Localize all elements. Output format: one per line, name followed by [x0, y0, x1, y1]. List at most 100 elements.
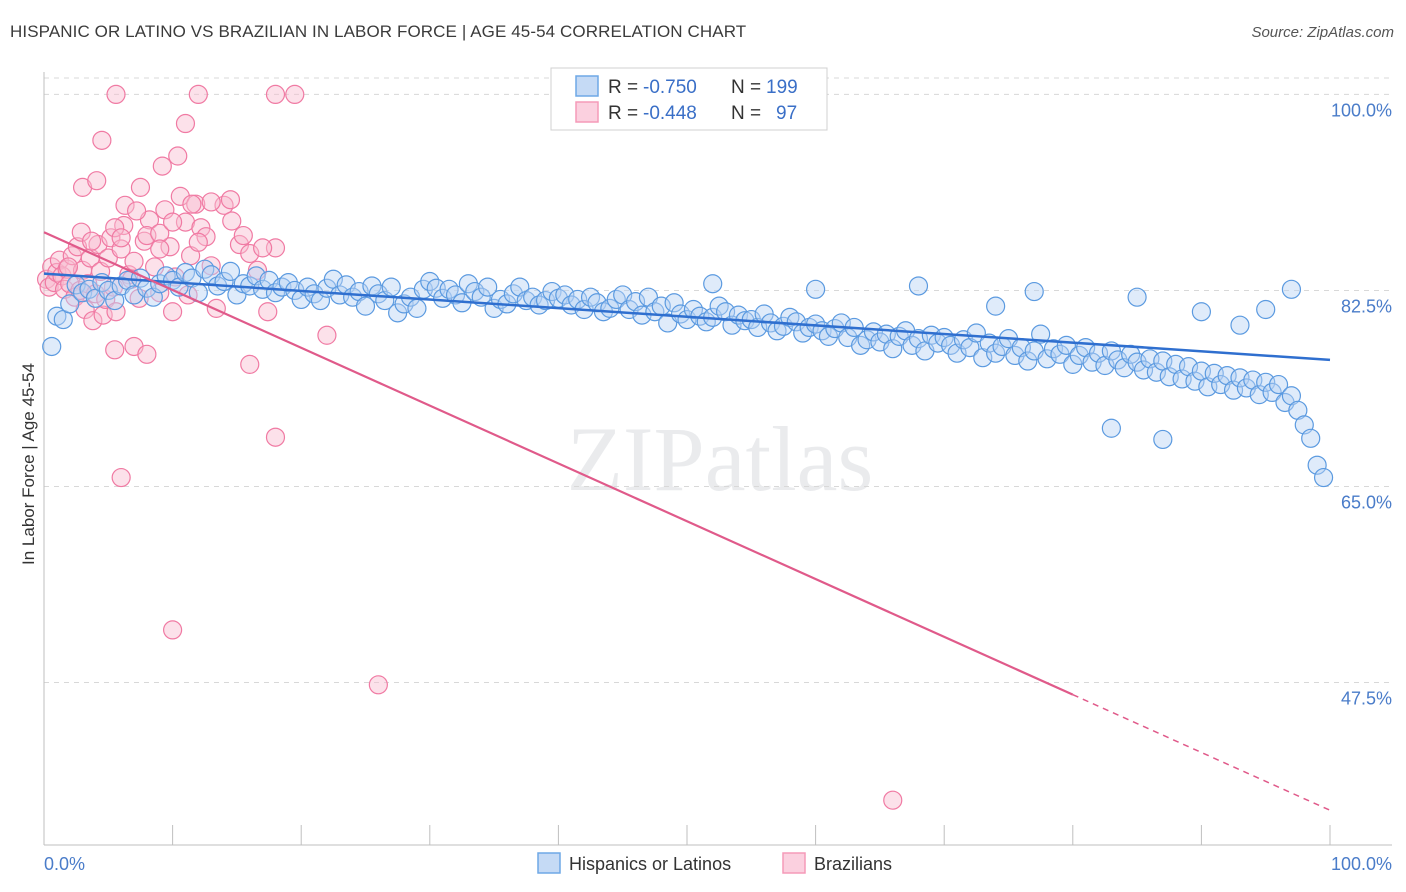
stats-r-label-blue: R =	[608, 77, 638, 98]
hispanic-point	[458, 274, 478, 294]
brazilian-point	[163, 620, 183, 640]
hispanic-point	[1301, 428, 1321, 448]
hispanic-point	[478, 277, 498, 297]
brazilian-point	[188, 232, 208, 252]
brazilian-point	[240, 354, 260, 374]
brazilian-point	[368, 675, 388, 695]
stats-n-label-pink: N =	[731, 103, 761, 124]
hispanic-point	[278, 273, 298, 293]
hispanic-point	[908, 276, 929, 296]
hispanic-point	[1146, 362, 1166, 382]
hispanic-point	[1101, 418, 1121, 438]
hispanic-point	[555, 285, 575, 305]
brazilian-trend-line-extrapolated	[1072, 693, 1331, 811]
x-tick-label-max: 100.0%	[1331, 854, 1392, 874]
hispanic-point	[1191, 302, 1212, 322]
brazilian-point	[175, 113, 196, 134]
hispanic-point	[1018, 351, 1038, 371]
brazilian-point	[111, 228, 131, 248]
trend-lines	[43, 231, 1331, 811]
brazilian-point	[81, 231, 102, 251]
hispanic-point	[1024, 281, 1044, 302]
brazilian-point	[130, 177, 151, 197]
brazilian-point	[87, 171, 107, 191]
legend-label-hispanic: Hispanics or Latinos	[569, 854, 731, 874]
brazilian-point	[168, 146, 188, 166]
hispanic-point	[703, 274, 723, 294]
x-ticks	[43, 825, 1331, 845]
y-axis-label: In Labor Force | Age 45-54	[19, 363, 38, 565]
brazilian-point	[191, 218, 211, 238]
stats-n-label-blue: N =	[731, 77, 761, 98]
brazilian-point	[111, 467, 131, 488]
brazilian-point	[126, 201, 147, 221]
hispanic-point	[1153, 429, 1173, 450]
brazilian-point	[170, 186, 190, 206]
brazilian-point	[265, 84, 286, 105]
hispanic-point	[1307, 455, 1327, 475]
stats-n-value-blue: 199	[766, 77, 798, 98]
brazilian-point	[220, 190, 241, 210]
y-tick-label: 82.5%	[1341, 296, 1392, 316]
stats-r-label-pink: R =	[608, 103, 638, 124]
stats-legend-blue-swatch	[575, 75, 599, 97]
brazilian-point	[92, 130, 112, 150]
brazilian-point	[150, 239, 170, 259]
y-tick-labels: 100.0% 82.5% 65.0% 47.5%	[1331, 100, 1392, 708]
brazilian-trend-line	[43, 231, 1074, 696]
brazilian-point	[105, 340, 125, 360]
brazilian-point	[222, 211, 242, 231]
brazilian-point	[152, 156, 172, 176]
brazilian-point	[206, 298, 226, 318]
chart-title: HISPANIC OR LATINO VS BRAZILIAN IN LABOR…	[10, 22, 747, 41]
hispanic-point	[1230, 315, 1250, 335]
hispanic-point	[1281, 279, 1302, 299]
brazilian-point	[285, 84, 305, 105]
brazilian-point	[163, 302, 183, 322]
y-tick-label: 65.0%	[1341, 493, 1392, 513]
hispanic-point	[883, 339, 903, 359]
brazilian-point	[111, 239, 131, 259]
y-tick-label: 100.0%	[1331, 100, 1392, 120]
watermark: ZIPatlas	[567, 408, 874, 510]
legend-swatch-brazilian	[782, 852, 806, 874]
bottom-legend: Hispanics or Latinos Brazilians	[537, 852, 892, 874]
brazilian-point	[129, 288, 149, 308]
hispanic-point	[407, 298, 427, 318]
hispanic-point	[1256, 299, 1276, 320]
hispanic-trend-line	[43, 272, 1331, 362]
brazilian-point	[137, 344, 157, 364]
hispanic-point	[445, 285, 466, 305]
brazilian-point	[150, 223, 170, 243]
brazilian-point	[182, 194, 202, 214]
brazilian-point	[105, 218, 125, 238]
brazilian-point	[47, 262, 67, 283]
hispanic-point	[664, 293, 684, 313]
stats-r-value-blue: -0.750	[643, 77, 697, 98]
stats-legend: R = -0.750 N = 199 R = -0.448 N = 97	[550, 67, 828, 131]
hispanic-point	[98, 280, 118, 301]
stats-r-value-pink: -0.448	[643, 103, 697, 124]
x-tick-label-min: 0.0%	[44, 854, 85, 874]
hispanic-point	[42, 336, 62, 357]
hispanic-point	[355, 296, 376, 316]
brazilian-point	[58, 257, 79, 277]
hispanic-point	[1313, 467, 1334, 488]
hispanic-point	[1127, 287, 1147, 307]
brazilian-point	[201, 192, 221, 212]
brazilian-point	[188, 84, 208, 105]
hispanic-point	[1031, 324, 1051, 344]
brazilian-point	[233, 225, 253, 246]
brazilian-point	[253, 238, 273, 258]
brazilian-point	[54, 279, 75, 299]
stats-legend-pink-swatch	[575, 101, 599, 123]
chart-source: Source: ZipAtlas.com	[1251, 24, 1394, 41]
brazilian-point	[124, 251, 144, 271]
hispanic-point	[1262, 382, 1282, 403]
hispanic-point	[805, 279, 826, 299]
hispanic-point	[1268, 374, 1289, 395]
brazilian-point	[317, 325, 337, 345]
hispanic-point	[220, 261, 241, 282]
hispanic-point	[1037, 349, 1057, 369]
